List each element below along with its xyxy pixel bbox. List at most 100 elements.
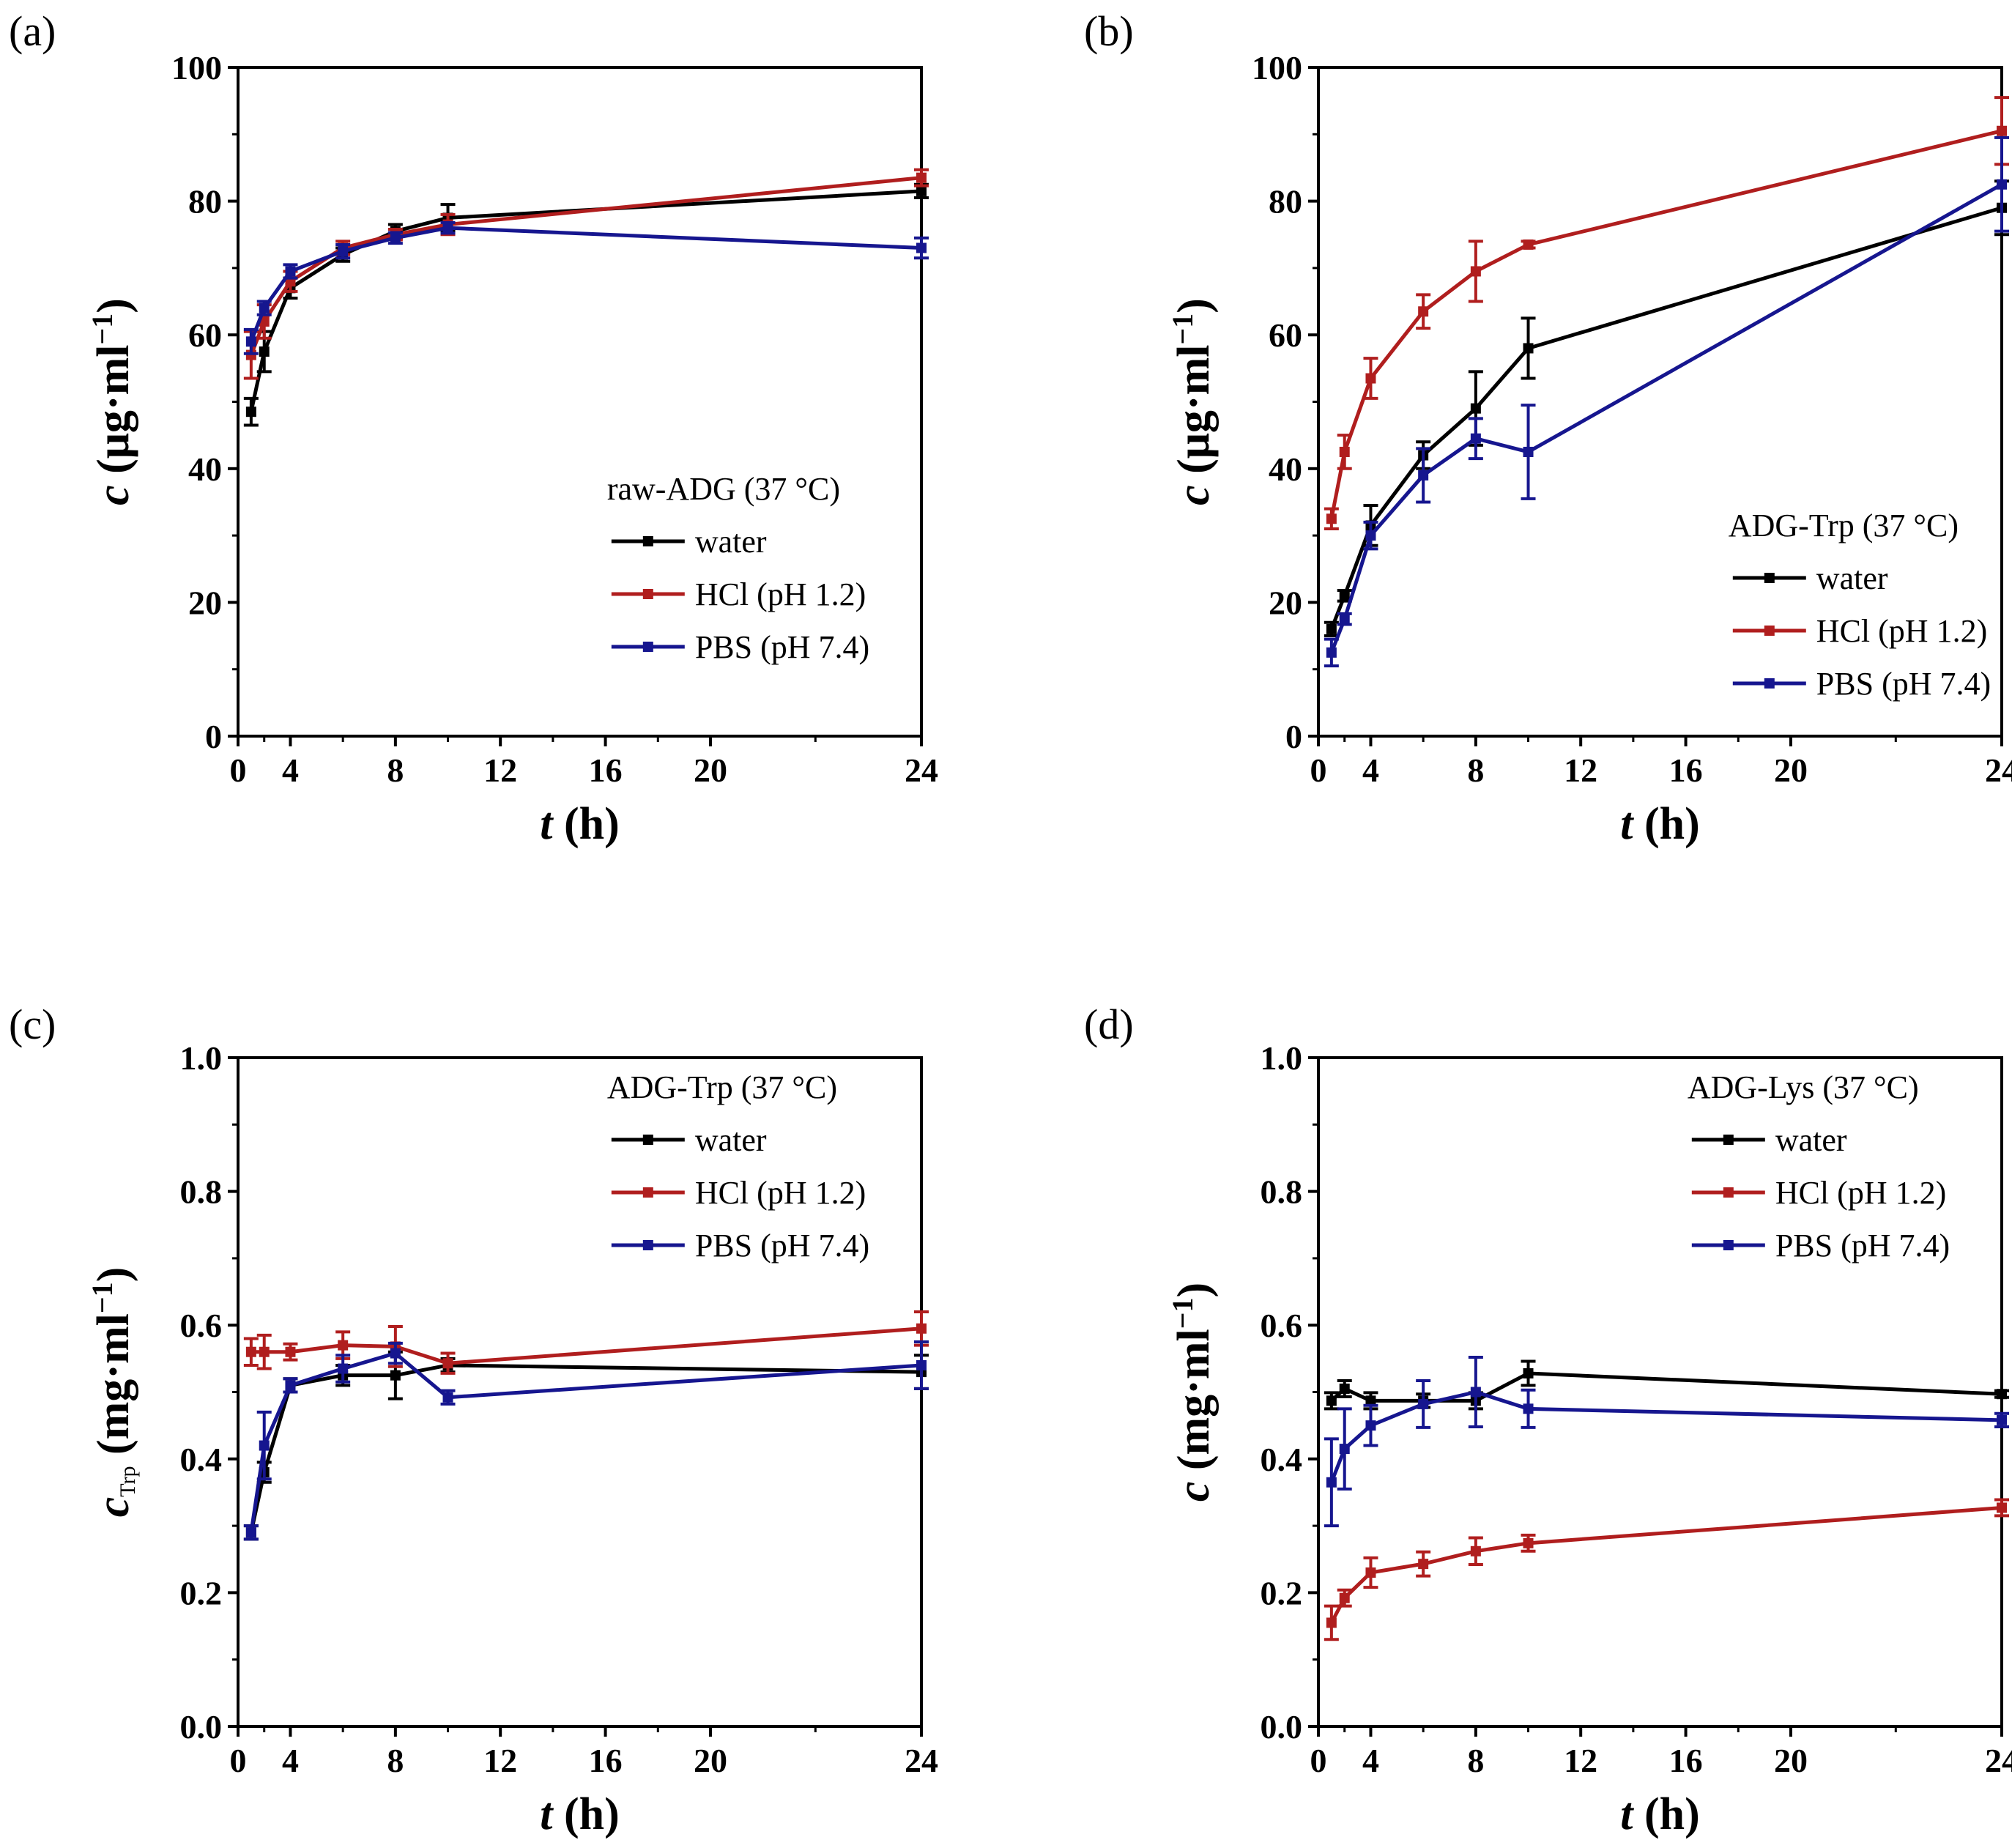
y-tick-label: 40 — [1269, 450, 1302, 488]
legend-label: HCl (pH 1.2) — [1775, 1175, 1946, 1211]
data-point — [246, 336, 256, 346]
legend-marker — [643, 1187, 653, 1198]
y-tick-label: 0.8 — [180, 1173, 223, 1211]
series-0 — [244, 185, 929, 426]
data-point — [1326, 513, 1337, 524]
panel-label: (a) — [9, 7, 56, 55]
series-line — [251, 191, 921, 412]
data-point — [1997, 1502, 2007, 1513]
data-point — [1471, 1387, 1481, 1398]
data-point — [1340, 614, 1350, 624]
data-point — [1471, 404, 1481, 414]
x-tick-label: 12 — [483, 752, 517, 789]
data-point — [1523, 240, 1534, 250]
panel-1: (b)0204060801000 4 8 12 16 20 24t (h)c (μg·ml−… — [1084, 7, 2012, 849]
data-point — [246, 1347, 256, 1357]
legend-label: PBS (pH 7.4) — [695, 629, 869, 665]
series-line — [1332, 1507, 2002, 1622]
data-point — [1418, 1559, 1428, 1569]
legend-marker — [643, 1240, 653, 1250]
data-point — [916, 186, 927, 196]
series-line — [251, 1354, 921, 1533]
data-point — [1471, 266, 1481, 276]
x-tick-label: 4 — [282, 752, 299, 789]
legend-marker — [643, 642, 653, 652]
x-tick-label: 0 — [1310, 1742, 1327, 1779]
legend-label: water — [1816, 560, 1888, 596]
data-point — [1997, 1389, 2007, 1399]
y-tick-label: 1.0 — [180, 1039, 223, 1077]
x-tick-label: 12 — [1564, 1742, 1597, 1779]
legend-title: ADG-Lys (37 °C) — [1688, 1069, 1919, 1105]
plot-frame — [238, 1058, 921, 1726]
data-point — [916, 1324, 927, 1334]
legend-marker — [1723, 1135, 1734, 1145]
series-line — [1332, 1392, 2002, 1483]
x-tick-label: 20 — [694, 752, 727, 789]
y-tick-label: 20 — [188, 584, 222, 621]
data-point — [1326, 1395, 1337, 1406]
legend-label: water — [1775, 1122, 1847, 1158]
legend-title: ADG-Trp (37 °C) — [607, 1069, 837, 1105]
series-0 — [1324, 181, 2009, 636]
data-point — [1471, 1546, 1481, 1556]
data-point — [443, 1392, 453, 1403]
data-point — [1365, 1567, 1376, 1578]
panel-3: (d)0.00.20.40.60.81.00 4 8 12 16 20 24t (h)c (… — [1084, 1001, 2012, 1839]
data-point — [1523, 1368, 1534, 1378]
legend-label: PBS (pH 7.4) — [1775, 1228, 1950, 1263]
x-tick-label: 0 — [230, 1742, 247, 1779]
series-2 — [1324, 1357, 2009, 1526]
x-tick-label: 16 — [589, 752, 623, 789]
data-point — [1523, 1403, 1534, 1414]
x-tick-label: 8 — [1467, 752, 1484, 789]
x-tick-label: 4 — [282, 1742, 299, 1779]
data-point — [259, 1347, 270, 1357]
series-line — [251, 1365, 921, 1532]
legend-label: HCl (pH 1.2) — [1816, 613, 1987, 649]
data-point — [1523, 447, 1534, 457]
data-point — [1340, 1384, 1350, 1394]
y-tick-label: 0.4 — [1261, 1441, 1303, 1478]
data-point — [285, 266, 295, 276]
data-point — [1365, 374, 1376, 384]
series-0 — [244, 1352, 929, 1540]
data-point — [1340, 1444, 1350, 1454]
data-point — [1326, 1617, 1337, 1628]
data-point — [338, 246, 348, 256]
series-line — [251, 1329, 921, 1363]
series-2 — [1324, 138, 2009, 666]
legend-label: water — [695, 1122, 767, 1158]
series-line — [251, 178, 921, 355]
x-axis-title: t (h) — [540, 1789, 620, 1839]
y-axis-title: c (μg·ml−1) — [86, 298, 138, 505]
x-tick-label: 20 — [1774, 752, 1808, 789]
data-point — [259, 1441, 270, 1451]
legend-label: HCl (pH 1.2) — [695, 576, 866, 612]
legend: ADG-Lys (37 °C) water HCl (pH 1.2) PBS (pH … — [1688, 1069, 1950, 1263]
series-line — [1332, 185, 2002, 653]
data-point — [1418, 306, 1428, 316]
x-tick-label: 16 — [1669, 1742, 1703, 1779]
data-point — [259, 303, 270, 313]
panel-label: (c) — [9, 1001, 56, 1048]
x-tick-label: 0 — [1310, 752, 1327, 789]
x-tick-label: 4 — [1362, 1742, 1379, 1779]
y-tick-label: 0.0 — [180, 1708, 223, 1745]
data-point — [246, 1527, 256, 1537]
data-point — [443, 1358, 453, 1368]
legend-marker — [643, 536, 653, 546]
y-axis-title: c (mg·ml−1) — [1166, 1283, 1219, 1502]
y-tick-label: 1.0 — [1261, 1039, 1303, 1077]
data-point — [390, 233, 401, 243]
legend-marker — [1764, 678, 1775, 689]
series-2 — [244, 1342, 929, 1539]
data-point — [390, 1370, 401, 1381]
data-point — [1365, 530, 1376, 541]
x-tick-label: 8 — [387, 1742, 404, 1779]
data-point — [338, 1364, 348, 1374]
legend: raw-ADG (37 °C)waterHCl (pH 1.2)PBS (pH … — [607, 471, 869, 665]
data-point — [259, 346, 270, 357]
legend-title: ADG-Trp (37 °C) — [1729, 508, 1959, 543]
